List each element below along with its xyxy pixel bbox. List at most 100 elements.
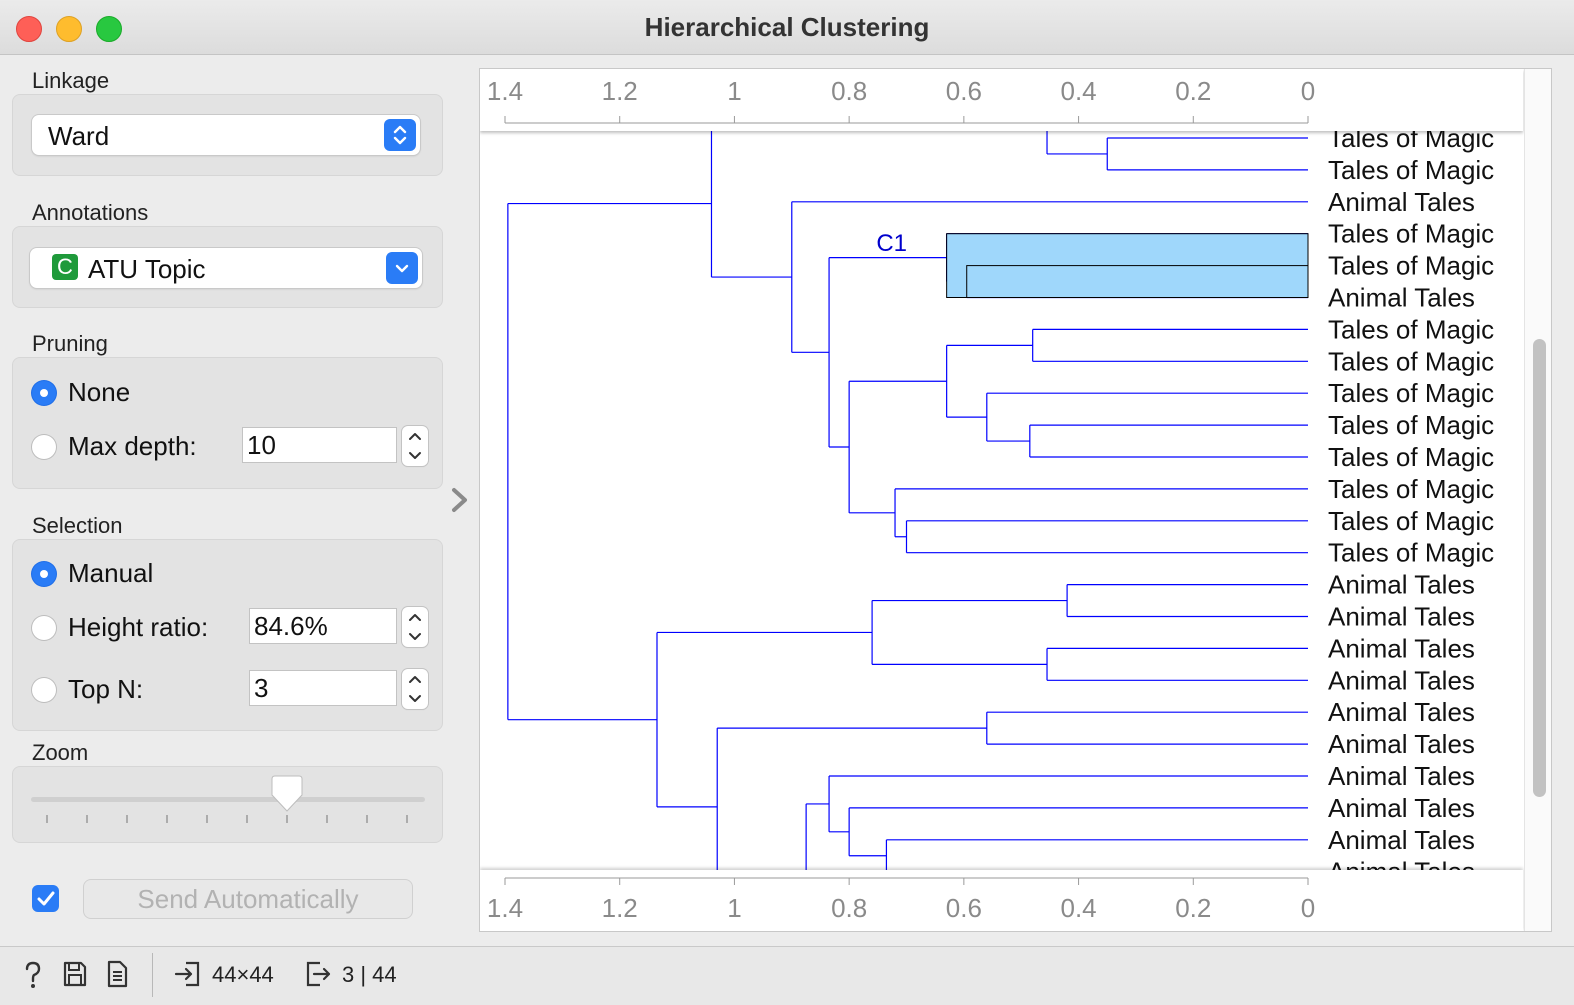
leaf-label: Animal Tales	[1328, 825, 1475, 855]
leaf-label: Animal Tales	[1328, 665, 1475, 695]
linkage-label: Linkage	[32, 68, 110, 93]
stepper-arrows-icon	[409, 433, 421, 459]
status-bar: 44×44 3 | 44	[0, 946, 1574, 1005]
leaf-label: Tales of Magic	[1328, 155, 1494, 185]
leaf-label: Tales of Magic	[1328, 314, 1494, 344]
linkage-box: Ward	[12, 94, 443, 176]
selection-manual-radio[interactable]	[32, 562, 56, 586]
leaf-label: Animal Tales	[1328, 633, 1475, 663]
axis-tick-label: 0.4	[1060, 76, 1096, 106]
leaf-label: Animal Tales	[1328, 761, 1475, 791]
axis-tick-label: 1	[727, 893, 741, 923]
max-depth-input[interactable]: 10	[243, 428, 396, 462]
categorical-badge-icon: C	[52, 254, 78, 280]
axis-tick-label: 0.2	[1175, 893, 1211, 923]
pruning-none-label: None	[68, 377, 131, 407]
save-icon[interactable]	[62, 960, 88, 988]
axis-tick-label: 0.8	[831, 76, 867, 106]
report-icon[interactable]	[106, 960, 128, 988]
window-title: Hierarchical Clustering	[644, 12, 930, 42]
axis-tick-label: 0.8	[831, 893, 867, 923]
axis-tick-label: 0.2	[1175, 76, 1211, 106]
scrollbar-thumb[interactable]	[1533, 339, 1546, 797]
linkage-select[interactable]: Ward	[32, 115, 420, 155]
max-depth-stepper[interactable]	[402, 426, 428, 466]
pruning-none-radio[interactable]	[32, 381, 56, 405]
linkage-value: Ward	[48, 121, 110, 151]
selection-top-n-radio[interactable]	[32, 678, 56, 702]
selection-height-ratio-radio[interactable]	[32, 616, 56, 640]
annotations-box: C ATU Topic	[12, 226, 443, 308]
selection-height-ratio-label: Height ratio:	[68, 612, 209, 642]
bottom-axis-svg: 1.4 1.2 1 0.8 0.6 0.4 0.2 0	[487, 877, 1315, 923]
leaf-label: Tales of Magic	[1328, 219, 1494, 249]
dendrogram-view[interactable]: C1 Tales of Magic Tales of Magic Animal Ta…	[479, 68, 1552, 932]
help-icon[interactable]	[22, 960, 44, 990]
leaf-label: Animal Tales	[1328, 602, 1475, 632]
status-divider	[152, 953, 153, 997]
axis-tick-label: 1.2	[602, 893, 638, 923]
send-automatically-button[interactable]: Send Automatically	[84, 880, 412, 918]
updown-chevrons-icon	[384, 119, 416, 151]
axis-tick-label: 0.6	[946, 893, 982, 923]
zoom-label: Zoom	[32, 740, 89, 765]
zoom-slider[interactable]	[13, 767, 442, 842]
selected-cluster-inner	[966, 265, 1309, 299]
selection-manual-label: Manual	[68, 558, 154, 588]
top-n-stepper[interactable]	[402, 669, 428, 709]
title-bar: Hierarchical Clustering	[0, 0, 1574, 55]
axis-tick-label: 0.4	[1060, 893, 1096, 923]
zoom-window-button[interactable]	[96, 16, 122, 42]
selection-top-n-label: Top N:	[68, 674, 144, 704]
pruning-max-depth-radio[interactable]	[32, 435, 56, 459]
chevron-down-icon	[386, 252, 418, 284]
leaf-label: Tales of Magic	[1328, 346, 1494, 376]
close-window-button[interactable]	[16, 16, 42, 42]
bottom-axis: 1.4 1.2 1 0.8 0.6 0.4 0.2 0	[480, 870, 1523, 931]
leaf-label: Tales of Magic	[1328, 410, 1494, 440]
axis-tick-label: 1.4	[487, 893, 523, 923]
input-icon	[174, 961, 200, 987]
zoom-box	[12, 766, 443, 843]
selection-label: Selection	[32, 513, 123, 538]
cluster-label[interactable]: C1	[876, 230, 907, 257]
top-axis: 1.4 1.2 1 0.8 0.6 0.4 0.2 0	[480, 69, 1523, 131]
zoom-slider-handle	[271, 775, 303, 812]
output-size: 3 | 44	[342, 962, 397, 987]
pruning-label: Pruning	[32, 331, 108, 356]
leaf-label: Animal Tales	[1328, 793, 1475, 823]
leaf-label: Tales of Magic	[1328, 474, 1494, 504]
height-ratio-stepper[interactable]	[402, 607, 428, 647]
minimize-window-button[interactable]	[56, 16, 82, 42]
height-ratio-input[interactable]: 84.6%	[250, 609, 396, 643]
annotations-select[interactable]: C ATU Topic	[30, 248, 422, 288]
output-icon	[306, 961, 331, 987]
leaf-label: Animal Tales	[1328, 283, 1475, 313]
dendrogram-tree	[507, 105, 1308, 931]
pruning-box	[12, 357, 443, 489]
axis-tick-label: 1	[727, 76, 741, 106]
leaf-label: Tales of Magic	[1328, 442, 1494, 472]
stepper-arrows-icon	[409, 676, 421, 702]
vertical-scrollbar[interactable]	[1524, 69, 1551, 931]
top-axis-svg: 1.4 1.2 1 0.8 0.6 0.4 0.2 0	[487, 76, 1315, 124]
leaf-label: Tales of Magic	[1328, 378, 1494, 408]
annotations-label: Annotations	[32, 200, 149, 225]
cluster-c1-selection	[946, 233, 1309, 299]
send-automatically-checkbox[interactable]	[32, 885, 59, 912]
axis-tick-label: 0.6	[946, 76, 982, 106]
axis-tick-label: 1.2	[602, 76, 638, 106]
input-size: 44×44	[212, 962, 274, 987]
leaf-label: Tales of Magic	[1328, 506, 1494, 536]
stepper-arrows-icon	[409, 614, 421, 640]
leaf-label: Tales of Magic	[1328, 251, 1494, 281]
axis-tick-label: 1.4	[487, 76, 523, 106]
checkmark-icon	[37, 891, 54, 905]
leaf-label: Animal Tales	[1328, 729, 1475, 759]
axis-tick-label: 0	[1301, 76, 1315, 106]
chevron-right-icon[interactable]	[449, 486, 471, 519]
top-n-input[interactable]: 3	[250, 671, 396, 705]
leaf-label: Animal Tales	[1328, 697, 1475, 727]
leaf-label: Tales of Magic	[1328, 538, 1494, 568]
